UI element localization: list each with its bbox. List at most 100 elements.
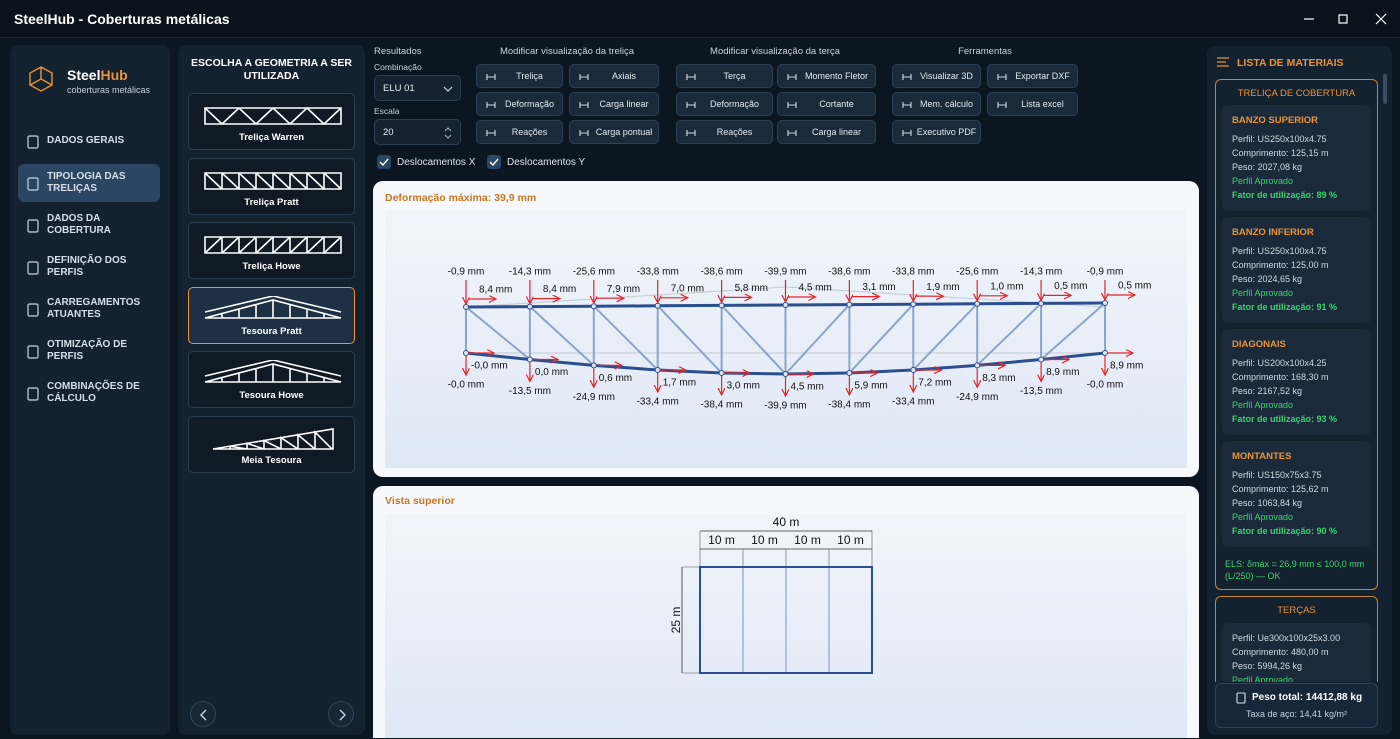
toolbar-button[interactable]: Treliça (476, 64, 563, 88)
chevron (200, 709, 207, 721)
nav-item[interactable]: DADOS DA COBERTURA (18, 206, 160, 244)
nav-label: DEFINIÇÃO DOS PERFIS (47, 255, 127, 278)
button-icon (486, 102, 496, 108)
icon-shape (787, 74, 797, 80)
materials-list: TRELIÇA DE COBERTURA BANZO SUPERIOR Perfil… (1207, 46, 1392, 682)
button-label: Axiais (611, 71, 636, 81)
displacement-label: -33,4 mm (637, 397, 679, 408)
top-node (1038, 300, 1045, 307)
deformation-title: Deformação máxima: 39,9 mm (385, 192, 537, 204)
dimension-label: 10 m (837, 533, 864, 547)
displacement-label: -14,3 mm (1020, 267, 1062, 278)
restore-button (1338, 14, 1348, 24)
top-node (910, 301, 917, 308)
toolbar-button[interactable]: Axiais (569, 64, 659, 88)
displacement-label: -38,4 mm (828, 400, 870, 411)
plan-panel: Vista superior 40 m 10 m 10 m 10 m 10 m 25 m (373, 486, 1199, 738)
displacement-label: 0,5 mm (1054, 281, 1087, 292)
nav-icon-shape (27, 135, 39, 149)
toolbar-button[interactable]: Visualizar 3D (892, 64, 981, 88)
diagonal-member (720, 304, 787, 375)
toolbar-button[interactable]: Deformação (676, 92, 773, 116)
combination-select[interactable]: ELU 01 (374, 75, 461, 101)
nav-label: DADOS DA COBERTURA (47, 213, 111, 236)
nav-item[interactable]: TIPOLOGIA DAS TRELIÇAS (18, 164, 160, 202)
section-title: TRELIÇA DE COBERTURA (1237, 88, 1356, 99)
nav-icon-shape (27, 261, 39, 275)
toolbar-button[interactable]: Executivo PDF (892, 120, 981, 144)
geometry-option[interactable]: Treliça Warren (188, 93, 355, 150)
toolbar-button[interactable]: Carga linear (569, 92, 659, 116)
displacement-label: 7,9 mm (607, 284, 640, 295)
button-label: Lista excel (1021, 99, 1064, 109)
geometry-option[interactable]: Treliça Pratt (188, 157, 355, 215)
nav-item[interactable]: DADOS GERAIS (18, 122, 160, 160)
geometry-option[interactable]: Tesoura Pratt (188, 286, 355, 344)
nav-icon-shape (27, 219, 39, 233)
toolbar-button[interactable]: Reações (676, 120, 773, 144)
toolbar-button[interactable]: Carga linear (777, 120, 876, 144)
displacement-label: -25,6 mm (956, 267, 998, 278)
toolbar-button[interactable]: Terça (676, 64, 773, 88)
geometry-label: Treliça Pratt (244, 196, 299, 208)
toolbar-button[interactable]: Reações (476, 120, 563, 144)
dimension-label: 10 m (794, 533, 821, 547)
displacement-label: 7,0 mm (671, 283, 704, 294)
nav-icon (27, 303, 39, 317)
diagonal-member (976, 302, 1042, 367)
toolbar-button[interactable]: Lista excel (987, 92, 1078, 116)
toolbar-button[interactable]: Carga pontual (569, 120, 659, 144)
toolbar-button[interactable]: Momento Fletor (777, 64, 876, 88)
plan-title: Vista superior (385, 495, 455, 507)
top-node (718, 302, 725, 309)
logo-hexagon (29, 66, 53, 92)
bottom-chord (1040, 351, 1106, 361)
button-icon (486, 130, 496, 136)
toolbar-button[interactable]: Mem. cálculo (892, 92, 981, 116)
nav-item[interactable]: COMBINAÇÕES DE CÁLCULO (18, 374, 160, 412)
nav-item[interactable]: DEFINIÇÃO DOS PERFIS (18, 248, 160, 286)
scrollbar (1383, 74, 1387, 104)
displacement-label: -38,6 mm (828, 267, 870, 278)
prev-page[interactable] (190, 701, 216, 727)
checkbox-label: Deslocamentos Y (507, 157, 586, 168)
geometry-label: Meia Tesoura (241, 454, 302, 466)
check-mark (489, 158, 499, 167)
bottom-node (974, 362, 981, 369)
displacement-label: 1,9 mm (926, 282, 959, 293)
nav-icon-shape (27, 387, 39, 401)
nav-item[interactable]: OTIMIZAÇÃO DE PERFIS (18, 332, 160, 370)
steel-rate: Taxa de aço: 14,41 kg/m² (1245, 709, 1348, 719)
geometry-option[interactable]: Tesoura Howe (188, 351, 355, 408)
materials-panel: LISTA DE MATERIAIS TRELIÇA DE COBERTURA BA… (1207, 46, 1392, 735)
toolbar-button[interactable]: Cortante (777, 92, 876, 116)
thumbnail-shape (212, 427, 334, 450)
nav-item[interactable]: CARREGAMENTOS ATUANTES (18, 290, 160, 328)
bottom-node (782, 371, 789, 377)
geometry-thumbnail (212, 427, 334, 450)
undeformed-chord (721, 286, 786, 292)
material-line: MONTANTES (1232, 451, 1292, 462)
button-label: Carga pontual (595, 127, 653, 137)
checkbox[interactable] (487, 155, 501, 169)
displacement-label: -38,6 mm (700, 267, 742, 278)
scroll-thumb (1383, 74, 1387, 104)
list-icon (1217, 57, 1229, 67)
next-page[interactable] (328, 701, 354, 727)
scale-input[interactable]: 20 (374, 119, 461, 145)
checkbox[interactable] (377, 155, 391, 169)
toolbar-button[interactable]: Deformação (476, 92, 563, 116)
material-line: Fator de utilização: 89 % (1232, 190, 1338, 200)
icon-shape (902, 74, 912, 80)
displacement-label: -33,4 mm (892, 397, 934, 408)
bottom-node (846, 369, 853, 376)
toolbar-button[interactable]: Exportar DXF (987, 64, 1078, 88)
geometry-label: Tesoura Pratt (241, 325, 302, 337)
displacement-label: 4,5 mm (799, 283, 832, 294)
bottom-chord (977, 357, 1042, 367)
geometry-option[interactable]: Treliça Howe (188, 222, 355, 279)
geometry-option[interactable]: Meia Tesoura (188, 415, 355, 473)
truss-diagram: -0,9 mm 8,4 mm -0,0 mm -0,0 mm -14,3 mm 8,4 m… (385, 210, 1187, 468)
control-label: Escala (374, 106, 400, 116)
